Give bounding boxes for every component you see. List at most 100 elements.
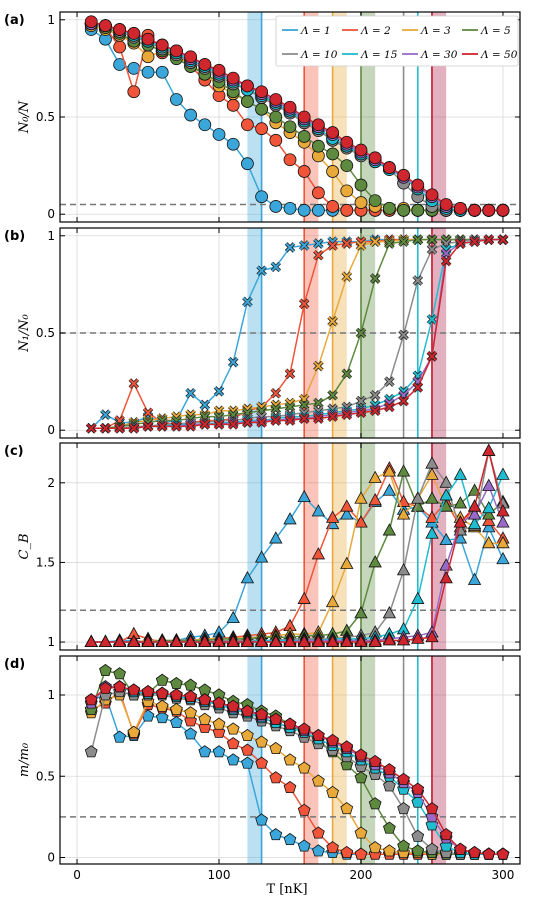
legend-label: Λ = 50 [480,49,518,61]
data-point [496,551,510,565]
y-tick-label: 0 [47,851,55,865]
data-point [326,841,339,854]
data-point [382,201,396,215]
data-point [382,633,397,646]
data-point [313,413,324,424]
data-point [226,71,240,85]
data-point [170,688,183,701]
legend-label: Λ = 2 [360,25,391,37]
data-point [396,563,411,576]
data-point [341,409,353,420]
data-point [226,722,240,735]
series-8 [84,443,510,647]
panel-label: (a) [4,13,25,28]
data-point [141,634,155,647]
data-point [496,203,510,217]
y-tick-label: 2 [47,476,55,490]
data-point [467,507,482,520]
data-point [270,415,282,426]
data-point [368,841,382,854]
data-point [468,845,481,859]
data-point [398,395,409,407]
plot-area [60,656,520,864]
data-point [241,756,254,769]
data-point [439,198,453,211]
data-point [185,388,196,399]
data-point [241,157,254,171]
data-point [284,368,296,380]
data-point [312,844,325,857]
data-point [269,133,283,147]
data-point [439,488,453,501]
y-tick-label: 0.5 [36,769,55,783]
data-point [169,634,184,647]
data-point [355,327,367,339]
y-axis-label: m/m₀ [17,742,32,777]
data-point [397,772,410,785]
data-point [283,780,297,794]
data-point [340,135,354,149]
data-point [354,515,368,528]
data-point [269,712,283,725]
data-point [226,137,240,151]
x-axis-label: T [nK] [266,882,307,897]
data-point [297,203,311,217]
data-point [412,234,424,245]
x-tick-label: 100 [208,868,231,882]
data-point [340,507,354,520]
data-point [255,813,268,826]
data-point [411,491,425,504]
data-point [312,728,325,742]
data-point [114,423,125,434]
data-point [297,130,311,143]
data-point [226,699,240,712]
data-point [325,510,340,523]
shaded-band-lambda-1 [247,12,262,222]
data-point [170,702,183,716]
data-point [198,745,212,758]
data-point [127,85,141,99]
data-point [396,507,411,520]
data-point [397,802,410,815]
data-point [127,634,141,647]
data-point [255,122,269,136]
data-point [411,844,425,857]
data-point [255,707,268,720]
data-point [241,728,254,742]
data-point [383,844,396,857]
data-point [269,110,283,124]
data-point [340,203,354,217]
data-point [240,571,255,584]
data-point [453,201,467,215]
data-point [184,706,197,719]
data-point [297,165,311,178]
data-point [369,236,381,247]
data-point [155,634,169,647]
data-point [283,120,297,134]
plot-area [60,443,520,650]
data-point [340,740,354,753]
legend-label: Λ = 5 [480,25,511,37]
y-tick-label: 1 [47,635,55,649]
plot-frame [59,442,521,651]
data-point [226,753,240,766]
panel-label: (b) [4,229,25,244]
data-point [184,108,198,122]
data-point [327,411,338,422]
data-point [469,236,480,247]
data-point [411,203,425,217]
data-point [198,118,212,132]
data-point [453,496,468,509]
data-point [184,50,198,64]
data-point [482,478,496,491]
data-point [255,102,269,116]
plot-area [60,228,520,438]
data-point [155,711,169,724]
data-point [127,725,141,738]
data-point [453,467,468,480]
data-point [425,526,439,539]
data-point [241,704,254,717]
data-point [327,316,338,327]
series-8 [85,234,509,434]
data-point [482,520,496,533]
